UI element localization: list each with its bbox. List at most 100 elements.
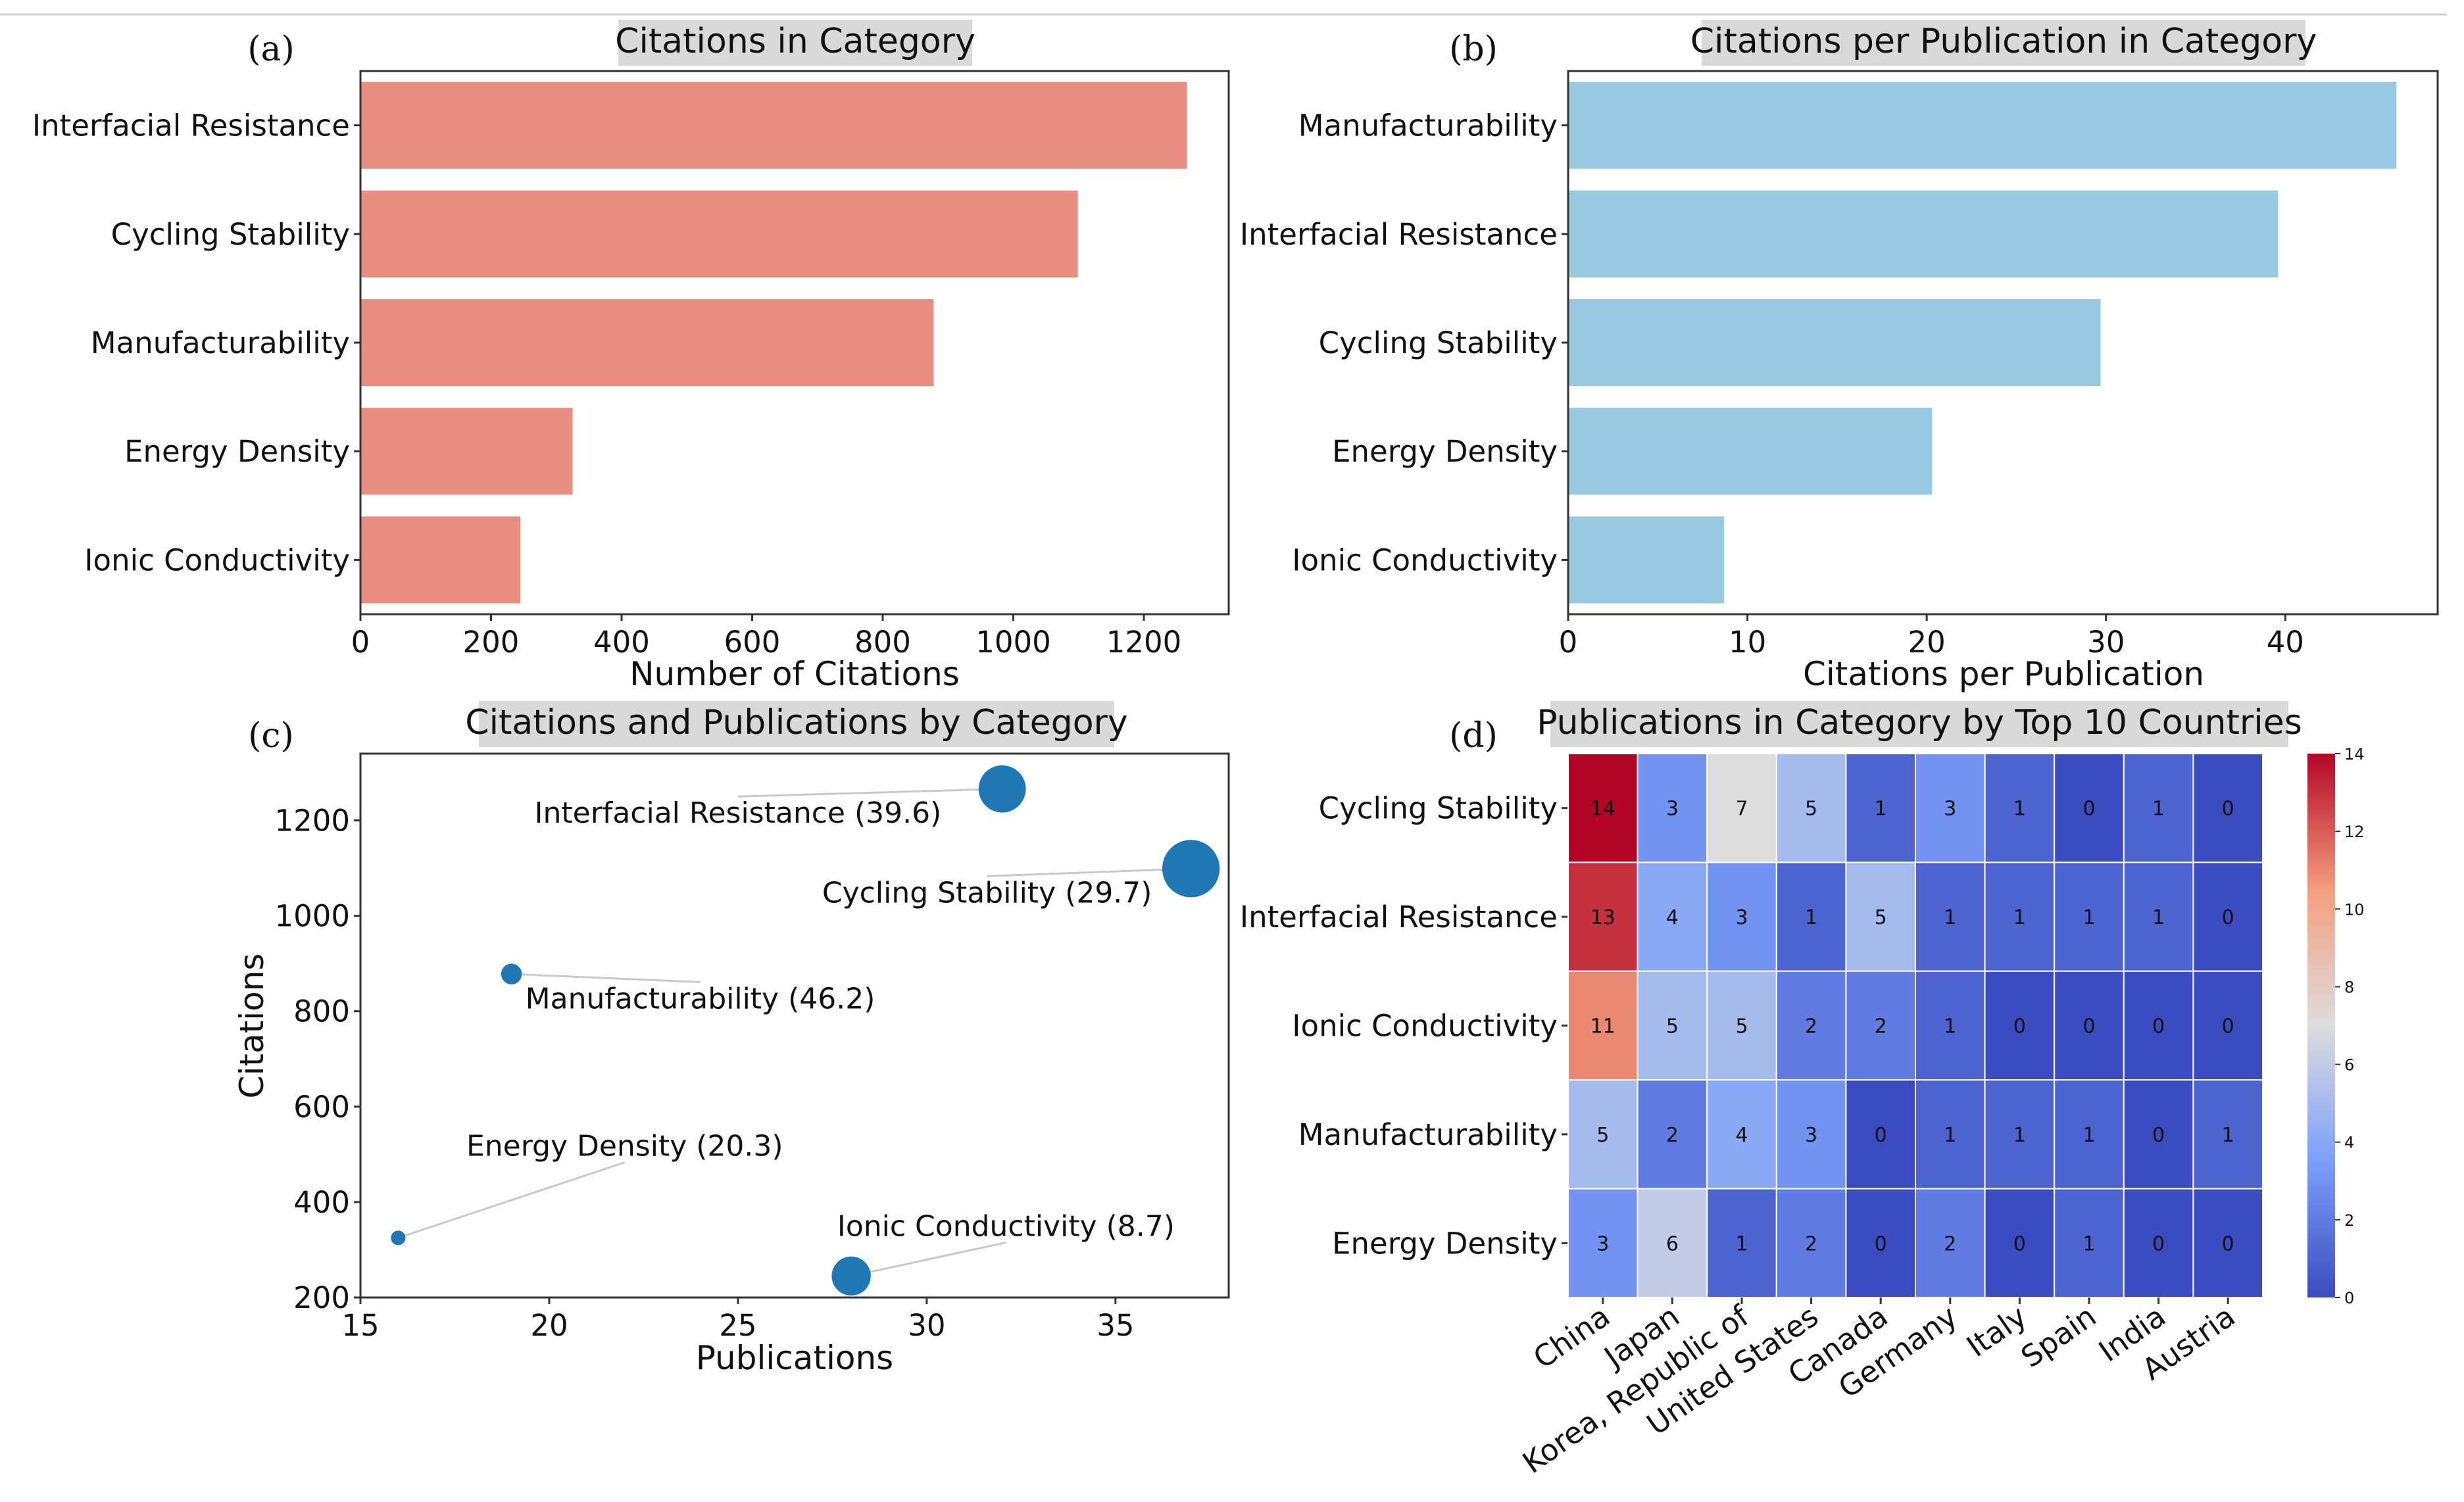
panel-d-cell-value: 1 [2082,906,2095,929]
panel-c-point-label-ionic-conductivity: Ionic Conductivity (8.7) [837,1209,1175,1243]
panel-d-cell-value: 2 [1875,1015,1887,1038]
panel-d-cell-value: 5 [1805,798,1817,821]
panel-b-x-tick-label: 10 [1729,625,1766,660]
panel-d-row-label: Interfacial Resistance [1240,900,1558,934]
panel-d-cell-value: 0 [2152,1232,2165,1255]
panel-d-cell-manufacturability-japan [1637,1079,1708,1190]
panel-d-cell-value: 2 [1666,1124,1679,1147]
panel-d-cell-interfacial-resistance-canada [1845,861,1916,972]
panel-d-cell-value: 6 [1666,1232,1679,1255]
panel-d-cell-manufacturability-china [1567,1079,1639,1190]
panel-a: (a) Citations in Category Interfacial Re… [32,20,1230,693]
panel-c-point-label-energy-density: Energy Density (20.3) [466,1130,783,1163]
panel-c-y-tick-label: 400 [293,1185,350,1220]
panel-c-point-interfacial-resistance [978,765,1026,813]
panel-a-title-bg [618,20,972,66]
panel-a-bar-cycling-stability [360,190,1078,278]
panel-d-cell-cycling-stability-korea-republic-of [1706,753,1777,863]
panel-b-x-tick-label: 20 [1908,625,1946,660]
panel-d-cell-value: 3 [1596,1232,1609,1255]
panel-d-colorbar-tick-label: 12 [2344,823,2365,841]
panel-d-cell-energy-density-japan [1637,1188,1708,1298]
panel-b-label: (b) [1449,30,1498,69]
panel-d-cell-manufacturability-united-states [1775,1079,1847,1190]
panel-c-point-cycling-stability [1162,840,1220,898]
panel-b: (b) Citations per Publication in Categor… [1240,20,2439,693]
panel-d-cell-ionic-conductivity-korea-republic-of [1706,970,1777,1081]
panel-d-cell-value: 7 [1735,798,1748,821]
panel-d-cell-value: 5 [1875,906,1887,929]
panel-d-cell-value: 5 [1666,1015,1679,1038]
panel-d: (d) Publications in Category by Top 10 C… [1240,701,2365,1480]
panel-d-row-label: Ionic Conductivity [1292,1009,1558,1044]
panel-d-cell-value: 1 [2013,1124,2026,1147]
panel-a-bar-ionic-conductivity [360,516,521,604]
panel-a-x-tick-label: 800 [854,625,911,660]
panel-a-x-tick-label: 200 [463,625,520,660]
panel-a-y-tick-label: Interfacial Resistance [32,109,350,143]
panel-b-title: Citations per Publication in Category [1690,22,2317,61]
panel-d-cell-value: 4 [1735,1124,1748,1147]
panel-d-cell-ionic-conductivity-italy [1984,970,2056,1081]
panel-c-leader-manufacturability [511,973,701,983]
panel-c-x-axis-label: Publications [696,1339,893,1377]
panel-d-colorbar-tick-label: 2 [2344,1211,2354,1230]
panel-a-y-tick-label: Ionic Conductivity [84,543,350,577]
panel-d-cell-ionic-conductivity-austria [2192,970,2263,1081]
panel-d-cell-interfacial-resistance-japan [1637,861,1708,972]
panel-c-point-label-manufacturability: Manufacturability (46.2) [526,982,875,1015]
panel-b-y-tick-label: Ionic Conductivity [1292,543,1558,577]
panel-c-point-ionic-conductivity [831,1256,871,1296]
panel-c-frame [359,752,1230,1299]
panel-b-bar-manufacturability [1568,82,2397,169]
panel-d-cell-cycling-stability-india [2123,753,2194,863]
panel-d-cell-value: 0 [1875,1124,1887,1147]
panel-b-y-tick-label: Interfacial Resistance [1240,217,1558,252]
panel-d-colorbar-tick-label: 10 [2344,900,2365,919]
panel-d-cell-value: 2 [1805,1232,1817,1255]
panel-d-row-label: Energy Density [1332,1226,1558,1261]
panel-c-point-label-cycling-stability: Cycling Stability (29.7) [822,876,1152,909]
panel-b-x-tick-label: 0 [1559,625,1578,660]
panel-d-cell-ionic-conductivity-canada [1845,970,1916,1081]
panel-d-cell-value: 5 [1596,1124,1609,1147]
panel-d-colorbar-tick-label: 8 [2344,978,2354,996]
panel-d-cell-interfacial-resistance-china [1567,861,1639,972]
panel-d-cell-manufacturability-italy [1984,1079,2056,1190]
panel-d-cell-ionic-conductivity-japan [1637,970,1708,1081]
panel-a-x-tick-label: 400 [593,625,650,660]
panel-d-cell-ionic-conductivity-germany [1915,970,1986,1081]
panel-d-cell-ionic-conductivity-spain [2054,970,2125,1081]
panel-c-x-tick-label: 30 [908,1308,945,1343]
panel-d-title: Publications in Category by Top 10 Count… [1537,703,2302,742]
panel-d-cell-value: 0 [2222,798,2234,821]
panel-b-bar-interfacial-resistance [1568,190,2279,278]
panel-b-y-tick-label: Manufacturability [1298,109,1558,143]
panel-d-cell-value: 1 [2152,906,2165,929]
panel-c-y-tick-label: 1200 [274,804,350,838]
panel-c: (c) Citations and Publications by Catego… [233,701,1230,1377]
panel-d-cell-value: 0 [2152,1015,2165,1038]
panel-c-y-tick-label: 600 [293,1090,350,1125]
panel-a-label: (a) [247,30,295,69]
panel-d-cell-value: 5 [1735,1015,1748,1038]
panel-d-colorbar-tick-label: 0 [2344,1289,2354,1307]
panel-d-cell-value: 1 [1944,1124,1956,1147]
panel-d-cell-value: 0 [2013,1015,2026,1038]
panel-d-row-label: Manufacturability [1298,1117,1558,1152]
panel-d-cell-interfacial-resistance-austria [2192,861,2263,972]
panel-c-point-manufacturability [501,963,522,984]
panel-d-cell-value: 13 [1590,906,1615,929]
panel-d-cell-cycling-stability-united-states [1775,753,1847,863]
panel-b-bar-cycling-stability [1568,299,2101,387]
panel-c-x-tick-label: 25 [719,1308,756,1343]
panel-a-bar-interfacial-resistance [360,82,1187,169]
panel-d-colorbar-tick-label: 14 [2344,745,2365,763]
panel-d-cell-ionic-conductivity-china [1567,970,1639,1081]
panel-d-cell-manufacturability-austria [2192,1079,2263,1190]
panel-c-y-tick-label: 800 [293,994,350,1029]
panel-c-leader-ionic-conductivity [850,1241,1006,1277]
panel-b-x-tick-label: 40 [2267,625,2304,660]
panel-d-column-label: China [1527,1299,1616,1376]
